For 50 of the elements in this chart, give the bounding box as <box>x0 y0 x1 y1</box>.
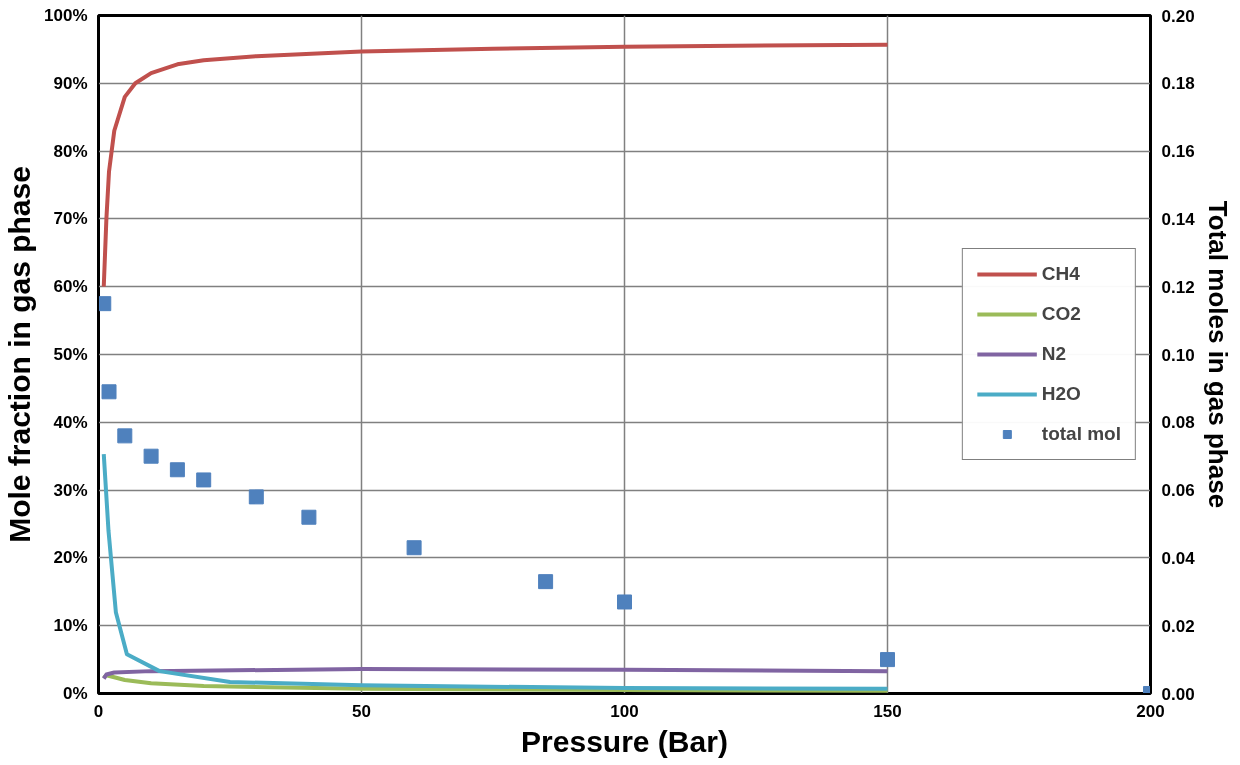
y2-axis-title: Total moles in gas phase <box>1202 200 1233 509</box>
point <box>98 296 112 312</box>
y-tick-label: 90% <box>53 73 88 93</box>
y-tick-label: 40% <box>53 412 88 432</box>
point <box>248 489 264 505</box>
y-tick-label: 10% <box>53 616 88 636</box>
legend-label: CH4 <box>1041 263 1080 285</box>
point <box>196 472 212 488</box>
y2-tick-label: 0.00 <box>1161 684 1195 704</box>
y2-tick-label: 0.12 <box>1161 277 1195 297</box>
y-tick-label: 30% <box>53 480 88 500</box>
point <box>880 652 895 668</box>
line-series <box>101 452 890 691</box>
y2-tick-label: 0.16 <box>1161 142 1195 162</box>
y-tick-label: 0% <box>62 684 88 703</box>
point <box>406 540 422 556</box>
y2-tick-label: 0.08 <box>1161 413 1195 433</box>
y-tick-label: 50% <box>53 345 88 364</box>
y-tick-label: 20% <box>53 548 88 568</box>
x-tick-label: 100 <box>610 701 639 721</box>
point <box>101 384 117 400</box>
legend-label: total mol <box>1041 423 1121 445</box>
y2-tick-label: 0.20 <box>1161 6 1195 26</box>
point <box>169 462 185 478</box>
y-axis-title: Mole fraction in gas phase <box>3 166 37 543</box>
line-series <box>101 667 890 681</box>
point <box>143 448 159 464</box>
point <box>538 574 554 590</box>
legend-label: CO2 <box>1041 303 1081 325</box>
point <box>617 594 632 610</box>
x-tick-label: 0 <box>93 701 104 721</box>
y2-tick-label: 0.04 <box>1161 548 1196 568</box>
x-tick-label: 200 <box>1136 701 1165 721</box>
y-tick-label: 100% <box>44 6 88 25</box>
point <box>117 428 133 444</box>
y2-tick-label: 0.10 <box>1161 345 1195 365</box>
legend-label: H2O <box>1041 383 1081 405</box>
y-tick-label: 80% <box>53 141 88 161</box>
y2-tick-label: 0.02 <box>1161 616 1195 636</box>
legend-label: N2 <box>1041 343 1067 365</box>
point <box>301 509 317 525</box>
y2-tick-label: 0.18 <box>1161 74 1195 94</box>
y-tick-label: 60% <box>53 277 88 297</box>
y-tick-label: 70% <box>53 209 88 229</box>
line-series <box>101 42 890 289</box>
x-tick-label: 150 <box>873 701 902 721</box>
x-tick-label: 50 <box>352 701 371 721</box>
y2-tick-label: 0.06 <box>1161 481 1195 501</box>
x-axis-title: Pressure (Bar) <box>521 724 728 758</box>
y2-tick-label: 0.14 <box>1161 209 1196 229</box>
